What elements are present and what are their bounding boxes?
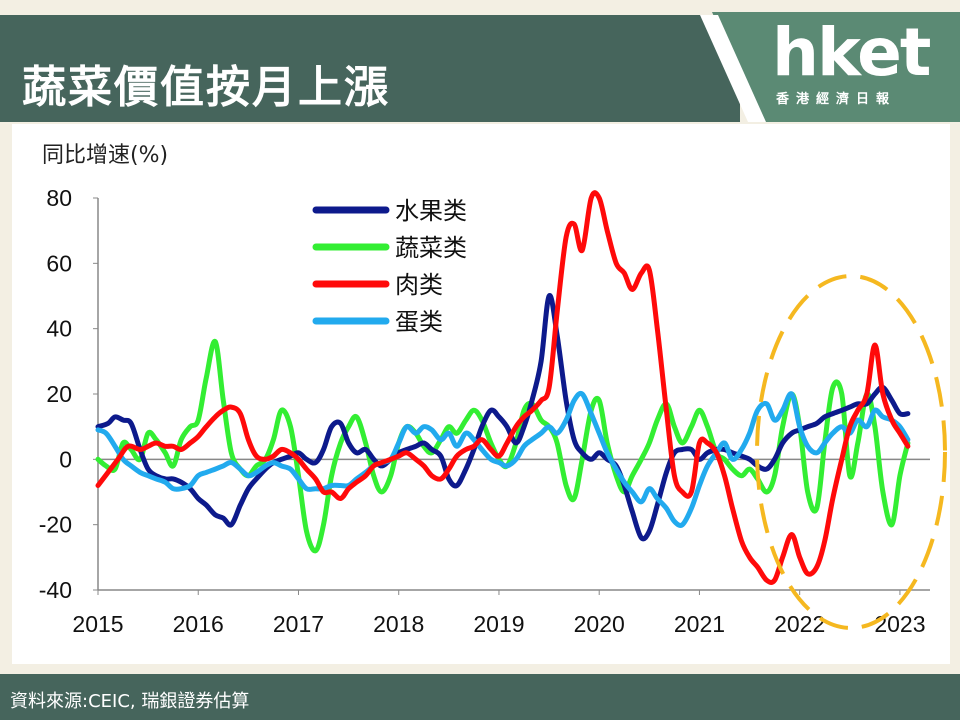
y-tick-label: 0 — [59, 446, 72, 472]
legend-label: 蛋类 — [395, 308, 443, 336]
series-line-0 — [95, 293, 911, 542]
footer: 資料來源:CEIC, 瑞銀證券估算 — [0, 674, 960, 720]
y-tick-label: 80 — [46, 185, 72, 211]
y-tick-label: 20 — [46, 381, 72, 407]
x-tick-labels: 2015 2016 2017 2018 2019 2020 2021 2022 2023 — [72, 590, 926, 637]
x-tick-label: 2020 — [574, 611, 625, 637]
series-line-3 — [95, 390, 911, 528]
y-tick-labels: 80 60 40 20 0 -20 -40 — [39, 185, 98, 603]
page-title: 蔬菜價值按月上漲 — [22, 62, 390, 113]
x-tick-label: 2021 — [674, 611, 725, 637]
legend-label: 水果类 — [395, 197, 467, 225]
y-tick-label: -40 — [39, 577, 72, 603]
line-chart: 同比增速(%) 80 60 40 20 0 -20 -40 2015 2016 2017 2018… — [39, 143, 947, 637]
x-tick-label: 2019 — [473, 611, 524, 637]
x-tick-label: 2022 — [774, 611, 825, 637]
y-axis-label: 同比增速(%) — [42, 143, 168, 168]
x-tick-label: 2015 — [72, 611, 123, 637]
x-tick-label: 2016 — [173, 611, 224, 637]
y-tick-label: 60 — [46, 250, 72, 276]
x-tick-label: 2023 — [874, 611, 925, 637]
y-tick-label: -20 — [39, 512, 72, 538]
logo: hket — [772, 14, 931, 91]
logo-subtitle: 香港經濟日報 — [776, 92, 897, 107]
legend-label: 蔬菜类 — [395, 234, 467, 262]
title-banner: 蔬菜價值按月上漲 — [0, 15, 740, 122]
y-tick-label: 40 — [46, 316, 72, 342]
x-tick-label: 2018 — [373, 611, 424, 637]
x-tick-label: 2017 — [273, 611, 324, 637]
legend-label: 肉类 — [395, 271, 443, 299]
source-note: 資料來源:CEIC, 瑞銀證券估算 — [10, 691, 250, 712]
logo-area: hket 香港經濟日報 — [0, 0, 960, 122]
highlight-ellipse — [755, 274, 947, 630]
series-line-2 — [95, 190, 911, 585]
logo-background — [700, 12, 960, 122]
series-lines — [95, 190, 911, 585]
